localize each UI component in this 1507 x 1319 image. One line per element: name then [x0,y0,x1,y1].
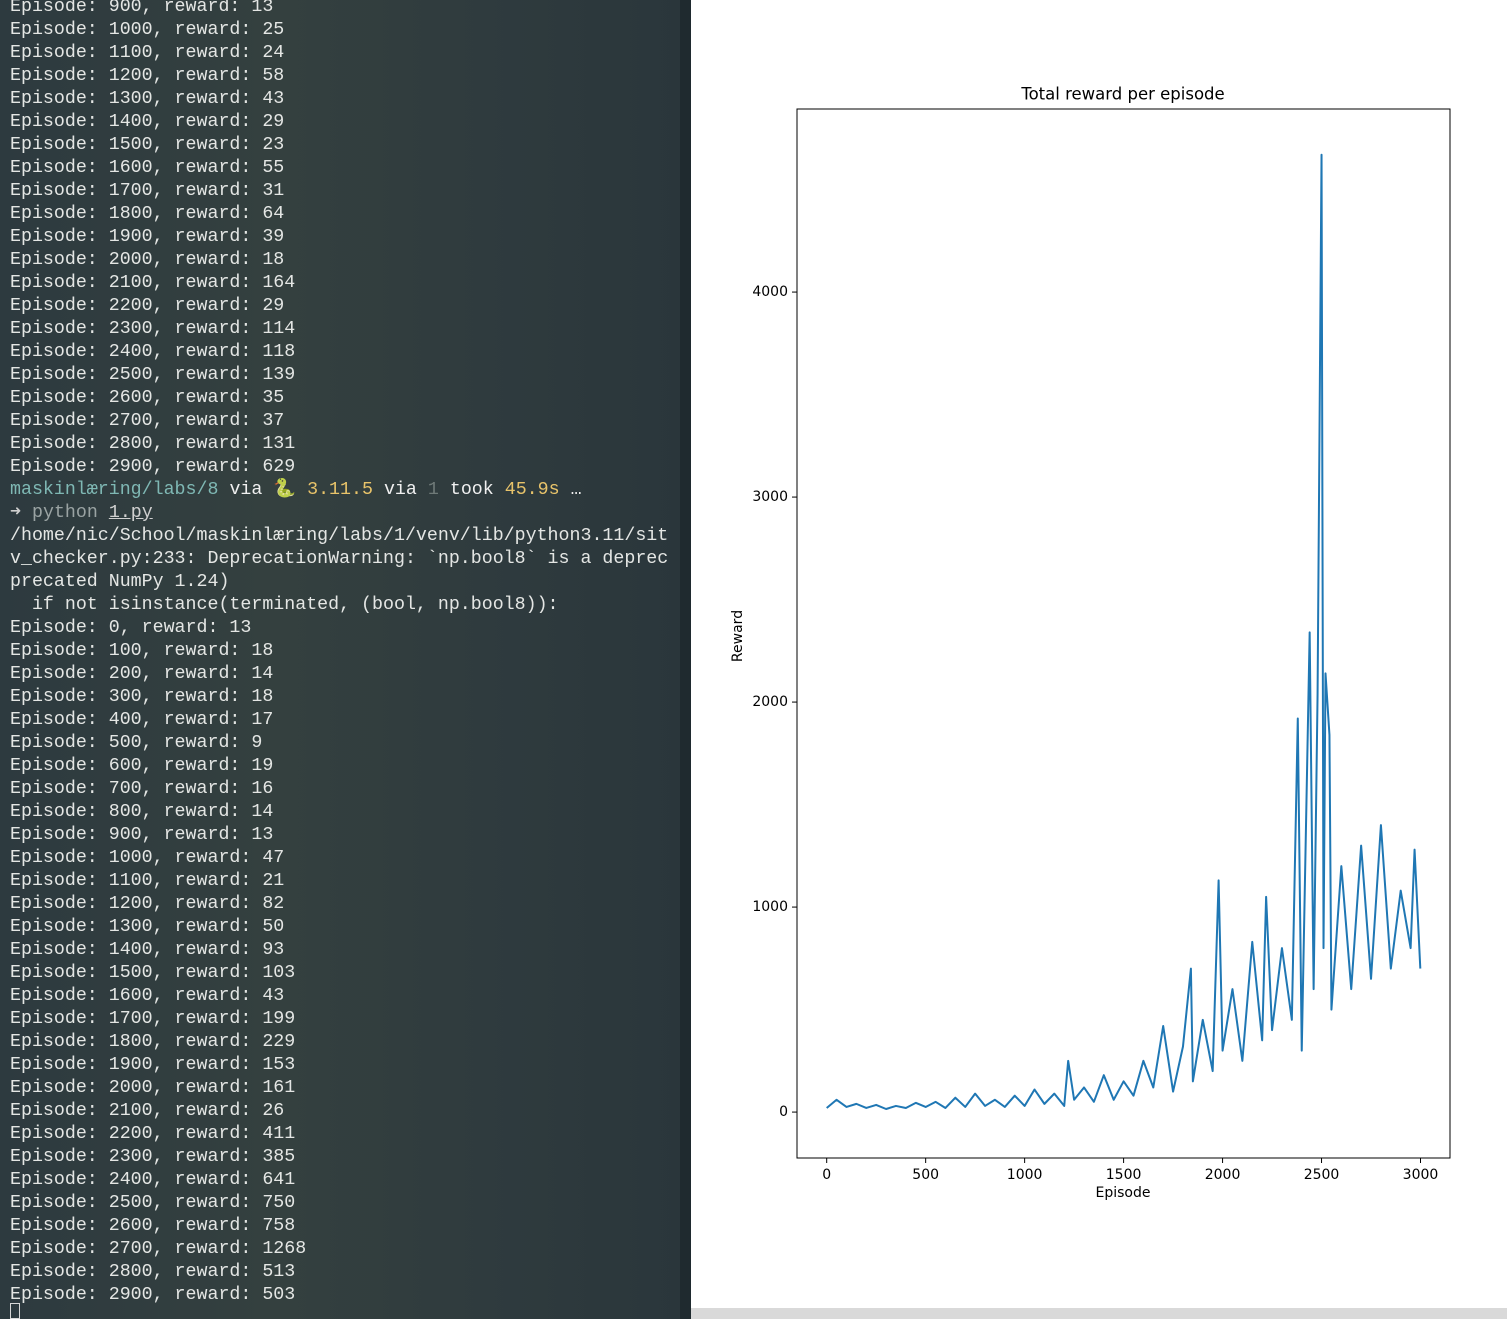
y-tick-label: 1000 [752,899,788,915]
output-line: Episode: 1700, reward: 199 [10,1008,296,1029]
output-line: Episode: 2600, reward: 758 [10,1215,296,1236]
warning-line: precated NumPy 1.24) [10,571,230,592]
y-tick-label: 2000 [752,694,788,710]
x-tick-label: 2500 [1304,1167,1340,1183]
prompt-line-segment: via [229,479,263,500]
output-line: Episode: 2500, reward: 750 [10,1192,296,1213]
output-line: Episode: 500, reward: 9 [10,732,263,753]
output-line: Episode: 0, reward: 13 [10,617,252,638]
output-line: Episode: 2700, reward: 37 [10,410,285,431]
terminal: Episode: 900, reward: 13 Episode: 1000, r… [0,0,691,1319]
output-line: Episode: 2000, reward: 18 [10,249,285,270]
output-line: Episode: 1000, reward: 25 [10,19,285,40]
output-line: Episode: 2700, reward: 1268 [10,1238,307,1259]
output-line: Episode: 2000, reward: 161 [10,1077,296,1098]
output-line: Episode: 1600, reward: 43 [10,985,285,1006]
toolbar [691,1308,1507,1319]
y-tick-label: 3000 [752,489,788,505]
output-line: Episode: 1900, reward: 39 [10,226,285,247]
output-line: Episode: 2800, reward: 131 [10,433,296,454]
y-tick-label: 0 [779,1104,788,1120]
output-line: Episode: 2200, reward: 411 [10,1123,296,1144]
prompt-line-segment: took [449,479,494,500]
output-line: Episode: 1800, reward: 64 [10,203,285,224]
output-line: Episode: 1400, reward: 93 [10,939,285,960]
line-series [826,153,1422,1110]
output-line: Episode: 2900, reward: 503 [10,1284,296,1305]
output-line: Episode: 1100, reward: 21 [10,870,285,891]
prompt-line-segment: via [383,479,417,500]
output-line: Episode: 1500, reward: 103 [10,962,296,983]
chart-title: Total reward per episode [1020,85,1224,104]
y-tick-label: 4000 [752,284,788,300]
output-line: Episode: 1000, reward: 47 [10,847,285,868]
output-line: Episode: 700, reward: 16 [10,778,274,799]
plot-window: Total reward per episode Episode Reward … [691,0,1507,1319]
prompt-line-segment: 1 [427,479,439,500]
output-line: Episode: 2300, reward: 385 [10,1146,296,1167]
output-line: Episode: 300, reward: 18 [10,686,274,707]
output-line: Episode: 900, reward: 13 [10,824,274,845]
prompt-line-segment: 🐍 3.11.5 [273,479,373,500]
output-line: Episode: 2400, reward: 641 [10,1169,296,1190]
warning-line: v_checker.py:233: DeprecationWarning: `n… [10,548,669,569]
x-tick-label: 1500 [1106,1167,1142,1183]
x-tick-label: 3000 [1403,1167,1439,1183]
prompt-line-segment: 45.9s [504,479,560,500]
output-line: Episode: 1900, reward: 153 [10,1054,296,1075]
output-line: Episode: 100, reward: 18 [10,640,274,661]
output-line: Episode: 1400, reward: 29 [10,111,285,132]
output-line: Episode: 1200, reward: 82 [10,893,285,914]
warning-line: if not isinstance(terminated, (bool, np.… [10,594,559,615]
command-line: ➜ python 1.py [10,502,164,525]
output-line: Episode: 1700, reward: 31 [10,180,285,201]
output-line: Episode: 200, reward: 14 [10,663,274,684]
output-line: Episode: 1300, reward: 43 [10,88,285,109]
command-line-segment: python [32,502,98,523]
output-line: Episode: 1300, reward: 50 [10,916,285,937]
x-tick-label: 0 [822,1167,831,1183]
output-line: Episode: 2600, reward: 35 [10,387,285,408]
output-line: Episode: 2500, reward: 139 [10,364,296,385]
output-line: Episode: 2400, reward: 118 [10,341,296,362]
y-axis-label: Reward [730,610,746,662]
command-line-segment: ➜ [10,502,22,523]
output-line: Episode: 2300, reward: 114 [10,318,296,339]
terminal-edge [680,0,691,1319]
output-line: Episode: 400, reward: 17 [10,709,274,730]
output-line: Episode: 800, reward: 14 [10,801,274,822]
warning-line: /home/nic/School/maskinlæring/labs/1/ven… [10,525,669,546]
command-line-segment: 1.py [108,502,153,523]
axes-frame [796,108,1451,1159]
output-line: Episode: 900, reward: 13 [10,0,274,17]
output-line: Episode: 2200, reward: 29 [10,295,285,316]
output-line: Episode: 1600, reward: 55 [10,157,285,178]
output-line: Episode: 2100, reward: 26 [10,1100,285,1121]
x-axis-label: Episode [1096,1185,1151,1201]
output-line: Episode: 1200, reward: 58 [10,65,285,86]
output-line: Episode: 2800, reward: 513 [10,1261,296,1282]
output-line: Episode: 1100, reward: 24 [10,42,285,63]
prompt-line-segment: … [570,479,582,500]
chart: Total reward per episode Episode Reward … [730,85,1451,1201]
x-tick-label: 1000 [1007,1167,1043,1183]
prompt-line-segment: maskinlæring/labs/8 [10,479,219,500]
output-line: Episode: 2100, reward: 164 [10,272,296,293]
output-line: Episode: 1500, reward: 23 [10,134,285,155]
x-tick-label: 500 [912,1167,939,1183]
x-tick-label: 2000 [1205,1167,1241,1183]
prompt-line: maskinlæring/labs/8 via 🐍 3.11.5 via 1 took 45… [10,479,593,502]
output-line: Episode: 2900, reward: 629 [10,456,296,477]
output-line: Episode: 1800, reward: 229 [10,1031,296,1052]
output-line: Episode: 600, reward: 19 [10,755,274,776]
